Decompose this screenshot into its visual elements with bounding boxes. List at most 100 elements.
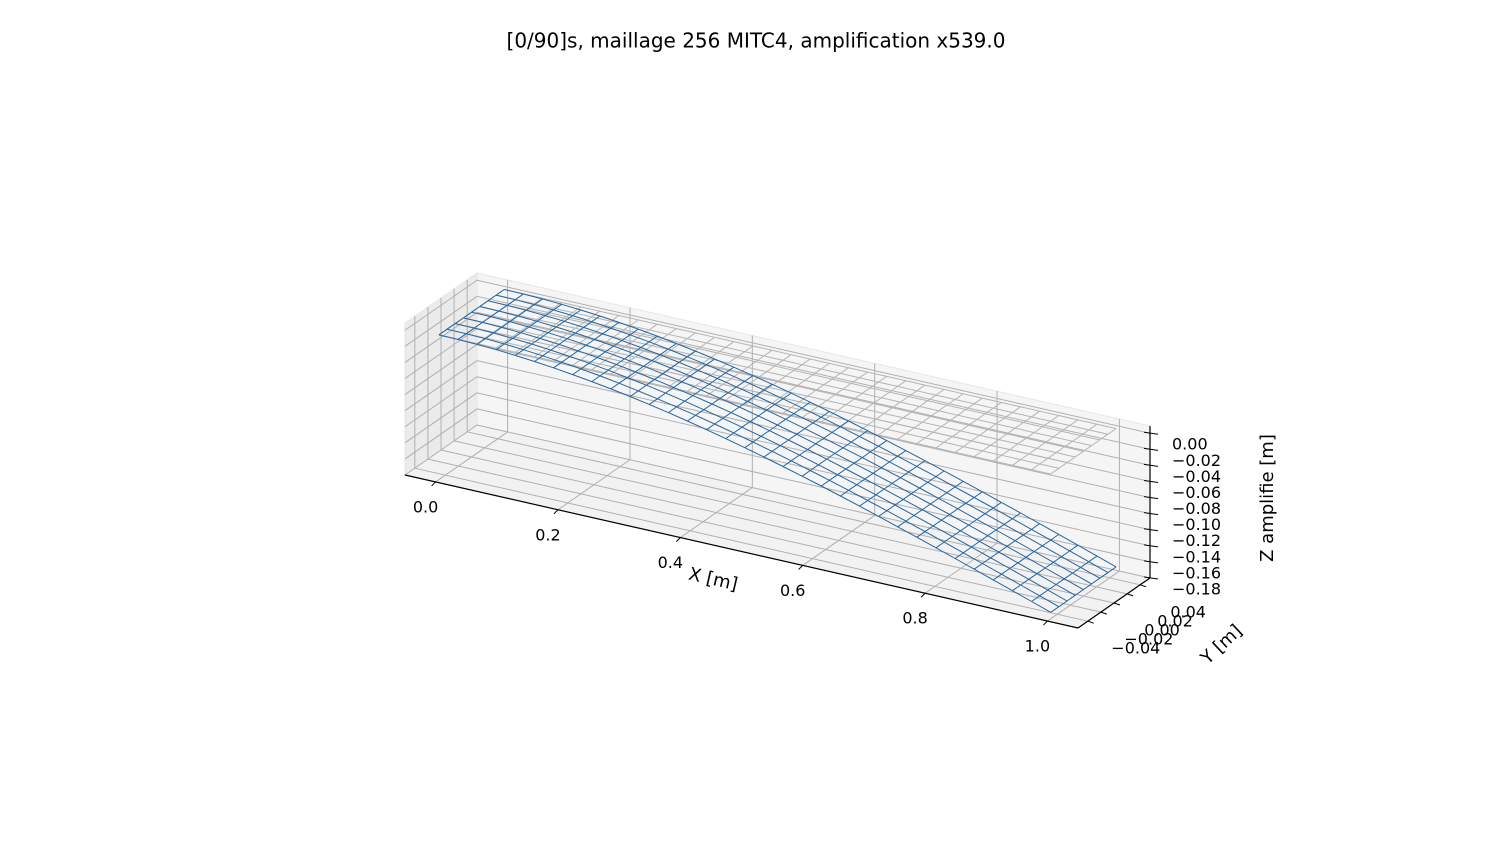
x-tick-label: 1.0 xyxy=(1025,637,1050,656)
surface-mesh xyxy=(993,533,1060,581)
grid-line xyxy=(476,279,1151,434)
surface-mesh xyxy=(648,358,715,405)
surface-mesh xyxy=(476,298,543,345)
tick-mark xyxy=(1126,593,1134,597)
surface-mesh xyxy=(878,470,945,517)
tick-mark xyxy=(1143,447,1159,451)
grid-line xyxy=(476,295,1151,450)
tick-mark xyxy=(1143,560,1159,564)
tick-mark xyxy=(1043,620,1048,626)
surface-mesh xyxy=(629,350,696,397)
x-tick-label: 0.6 xyxy=(780,581,805,600)
grid-line xyxy=(440,449,1115,604)
surface-mesh xyxy=(897,480,964,528)
surface-mesh xyxy=(840,450,907,497)
reference-mesh xyxy=(687,345,754,392)
grid-line xyxy=(476,424,1151,579)
z-tick-label: −0.04 xyxy=(1172,467,1221,486)
surface-mesh xyxy=(935,501,1002,549)
grid-line xyxy=(404,360,478,412)
y-tick-label: 0.02 xyxy=(1157,611,1193,630)
surface-mesh xyxy=(553,321,620,369)
grid-line xyxy=(404,392,478,444)
z-tick-label: −0.10 xyxy=(1172,515,1221,534)
tick-mark xyxy=(920,592,926,598)
reference-mesh xyxy=(1050,428,1117,475)
surface-mesh xyxy=(821,440,887,487)
x-axis-label: X [m] xyxy=(687,564,740,596)
surface-mesh xyxy=(572,328,639,376)
grid-line xyxy=(476,376,1151,531)
tick-mark xyxy=(1143,496,1159,500)
reference-mesh xyxy=(840,380,907,427)
grid-line xyxy=(404,279,478,331)
surface-mesh xyxy=(610,343,677,390)
surface-mesh xyxy=(801,430,868,477)
grid-line xyxy=(476,360,1151,515)
reference-mesh xyxy=(763,362,830,410)
reference-mesh xyxy=(744,358,811,405)
tick-mark xyxy=(1143,479,1159,483)
surface-mesh xyxy=(706,383,773,431)
tick-mark xyxy=(1143,431,1159,435)
surface-mesh xyxy=(1031,555,1098,602)
x-axis xyxy=(404,474,1079,629)
z-tick-label: −0.02 xyxy=(1172,451,1221,470)
tick-mark xyxy=(1143,512,1159,516)
z-tick-label: −0.06 xyxy=(1172,483,1221,502)
surface-mesh xyxy=(457,293,524,340)
grid-line xyxy=(404,424,478,476)
reference-mesh xyxy=(935,402,1002,449)
y-axis xyxy=(1077,577,1151,629)
surface-mesh xyxy=(668,366,735,414)
y-tick-label: −0.02 xyxy=(1124,630,1173,649)
reference-mesh xyxy=(553,315,620,362)
tick-mark xyxy=(1143,463,1159,467)
tick-mark xyxy=(675,537,681,542)
tick-mark xyxy=(1143,576,1159,580)
z-tick-label: −0.14 xyxy=(1172,547,1221,566)
reference-mesh xyxy=(1031,423,1098,471)
grid-line xyxy=(414,467,1088,622)
grid-line xyxy=(404,408,478,460)
tick-mark xyxy=(798,565,804,570)
reference-mesh xyxy=(993,415,1060,462)
reference-mesh xyxy=(572,319,639,366)
tick-mark xyxy=(1143,528,1159,532)
y-tick-label: 0.04 xyxy=(1170,602,1206,621)
surface-mesh xyxy=(687,375,754,422)
surface-mesh xyxy=(916,491,983,538)
grid-line xyxy=(404,311,478,363)
tick-mark xyxy=(553,509,559,515)
grid-line xyxy=(404,295,478,347)
surface-mesh xyxy=(744,401,811,449)
tick-mark xyxy=(1143,544,1159,548)
grid-line xyxy=(427,458,1102,613)
reference-mesh xyxy=(495,302,562,349)
reference-mesh xyxy=(954,406,1021,453)
surface-mesh xyxy=(973,523,1040,570)
reference-mesh xyxy=(821,375,887,423)
chart-title: [0/90]s, maillage 256 MITC4, amplificati… xyxy=(507,29,1006,53)
surface-mesh xyxy=(515,309,582,356)
surface-mesh xyxy=(534,315,601,362)
surface-mesh xyxy=(495,303,562,351)
grid-line xyxy=(467,431,1141,586)
reference-mesh xyxy=(476,297,543,345)
z-tick-label: −0.16 xyxy=(1172,563,1221,582)
surface-mesh xyxy=(1050,566,1117,613)
tick-mark xyxy=(1087,620,1094,624)
tick-mark xyxy=(1113,602,1121,606)
reference-mesh xyxy=(534,310,601,358)
surface-mesh xyxy=(1012,544,1079,592)
z-tick-label: 0.00 xyxy=(1172,435,1208,454)
surface-mesh xyxy=(725,392,792,440)
reference-mesh xyxy=(668,341,735,388)
grid-line xyxy=(404,376,478,428)
grid-line xyxy=(476,408,1151,563)
tick-mark xyxy=(1100,611,1108,615)
surface-mesh xyxy=(763,411,830,458)
y-axis-label: Y [m] xyxy=(1196,620,1246,669)
